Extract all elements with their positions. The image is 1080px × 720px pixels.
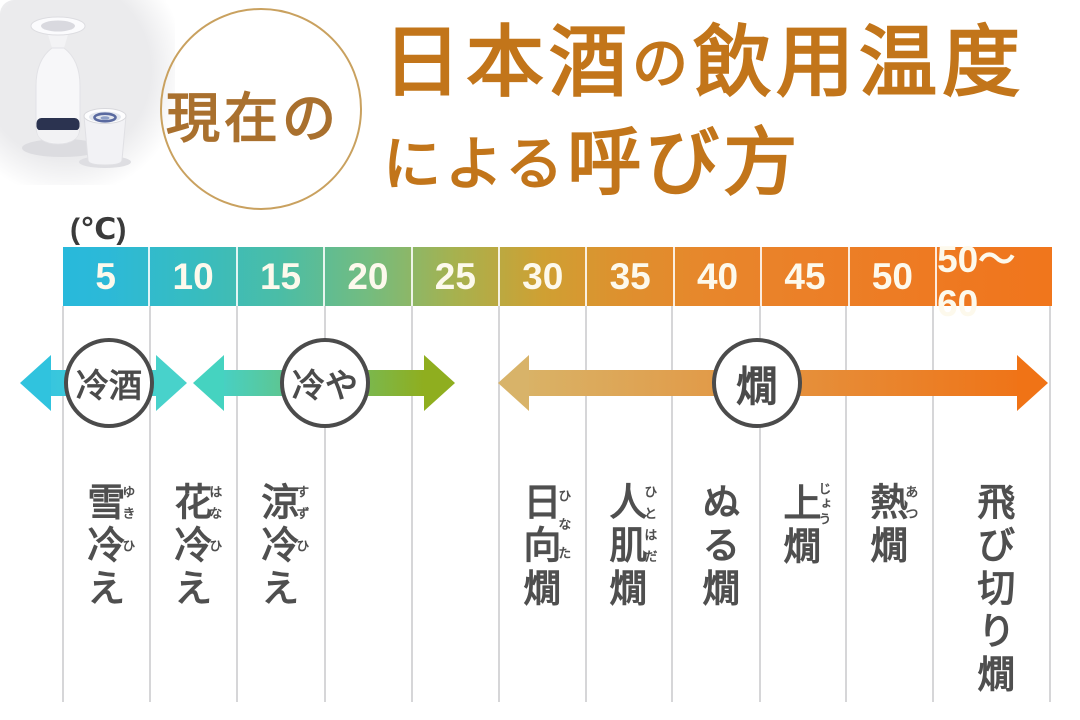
temp-name-hanabie: 花はな冷ひえ <box>167 482 223 611</box>
title-part: 日本酒 <box>383 17 633 108</box>
page-title-line2: による呼び方 <box>383 126 801 200</box>
gridline <box>236 306 238 702</box>
arrow-right-head-icon <box>156 355 187 411</box>
gridline <box>62 306 64 702</box>
ruby: 花はな <box>167 482 223 525</box>
ruby: 涼すず <box>254 482 310 525</box>
temp-cell-50: 50 <box>850 247 938 306</box>
page-title-line1: 日本酒の飲用温度 <box>383 24 1025 102</box>
temp-cell-5: 5 <box>63 247 151 306</box>
temp-name-tobikirikan: 飛び切り燗 <box>970 482 1013 697</box>
gridline <box>759 306 761 702</box>
ruby: 日向ひなた <box>516 482 572 568</box>
temp-cell-35: 35 <box>587 247 675 306</box>
temp-name-nurukan: ぬる燗 <box>695 482 738 611</box>
temp-cell-20: 20 <box>325 247 413 306</box>
temp-cell-45: 45 <box>762 247 850 306</box>
gridline <box>671 306 673 702</box>
title-part: 呼び方 <box>567 120 802 206</box>
gridline <box>324 306 326 702</box>
temp-cell-50-60: 50〜60 <box>937 238 1016 324</box>
arrow-right-head-icon <box>424 355 455 411</box>
temp-cell-25: 25 <box>413 247 501 306</box>
title-part-no: の <box>632 31 694 97</box>
temp-cell-30: 30 <box>500 247 588 306</box>
badge-circle-outline <box>160 8 362 210</box>
arrow-right-head-icon <box>1017 355 1048 411</box>
ruby: 熱あつ <box>863 482 919 525</box>
range-label-kan: 燗 <box>712 338 802 428</box>
temp-name-yukibie: 雪ゆき冷ひえ <box>80 482 136 611</box>
range-label-reishu: 冷酒 <box>64 338 154 428</box>
temp-name-hinatakan: 日向ひなた燗 <box>516 482 572 611</box>
temp-cell-40: 40 <box>675 247 763 306</box>
celsius-unit-label: (℃) <box>70 213 127 246</box>
ruby: 上じょう <box>776 482 832 527</box>
gridline <box>149 306 151 702</box>
gridline <box>585 306 587 702</box>
temp-name-hitohadakan: 人肌ひとはだ燗 <box>602 482 658 611</box>
ruby: 雪ゆき <box>80 482 136 525</box>
gridline <box>411 306 413 702</box>
temp-cell-15: 15 <box>238 247 326 306</box>
title-part-niyoru: による <box>383 130 568 198</box>
temp-cell-10: 10 <box>150 247 238 306</box>
gridline <box>498 306 500 702</box>
arrow-left-head-icon <box>20 355 51 411</box>
gridline <box>932 306 934 702</box>
arrow-left-head-icon <box>193 355 224 411</box>
sake-bottle-cup-illustration <box>22 16 131 168</box>
ruby: 人肌ひとはだ <box>602 482 658 568</box>
gridline <box>1049 306 1051 702</box>
temperature-scale-bar: 5 10 15 20 25 30 35 40 45 50 50〜60 <box>63 238 1052 324</box>
gridline <box>845 306 847 702</box>
temp-name-atsukan: 熱あつ燗 <box>863 482 919 568</box>
temp-name-jokan: 上じょう燗 <box>776 482 832 569</box>
sake-photo <box>0 0 175 185</box>
temp-name-suzubie: 涼すず冷ひえ <box>254 482 310 611</box>
arrow-left-head-icon <box>498 355 529 411</box>
ruby: 冷ひ <box>254 525 310 568</box>
badge-genzai: 現在の <box>166 86 340 150</box>
ruby: 冷ひ <box>167 525 223 568</box>
title-part: 飲用温度 <box>693 17 1026 108</box>
ruby: 冷ひ <box>80 525 136 568</box>
range-label-hiya: 冷や <box>280 338 370 428</box>
